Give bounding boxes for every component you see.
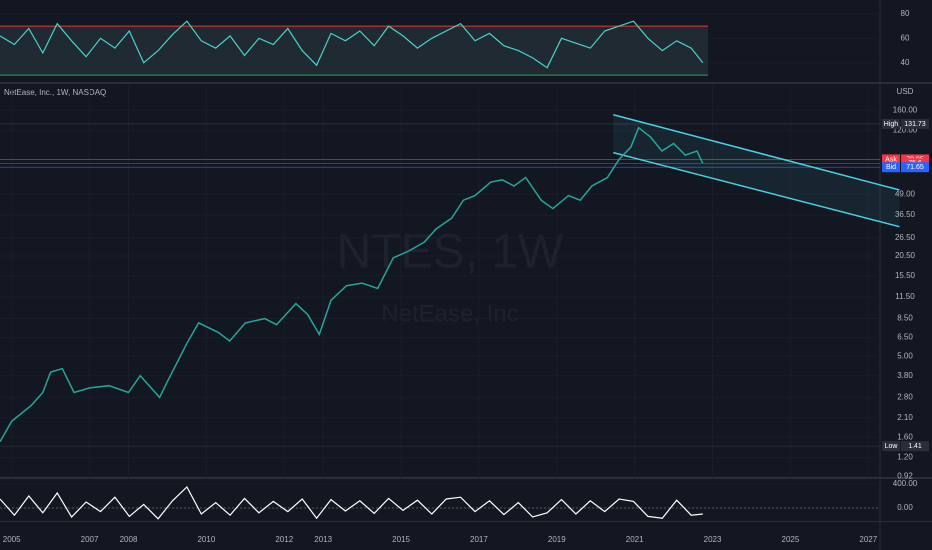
panel-divider [0, 82, 932, 84]
y-tick-label: 2.10 [897, 413, 913, 422]
x-tick-label: 2023 [704, 535, 722, 544]
x-tick-label: 2015 [392, 535, 410, 544]
y-tick-label: 80 [901, 9, 910, 18]
channel-lower [613, 151, 900, 228]
x-tick-label: 2021 [626, 535, 644, 544]
currency: USD [897, 87, 914, 96]
level-value: 131.73 [904, 121, 926, 128]
panel-divider [0, 521, 932, 522]
level-badge [901, 441, 929, 452]
series-line [0, 126, 704, 443]
y-tick-label: 160.00 [893, 105, 918, 114]
y-tick-label: 1.60 [897, 432, 913, 441]
series-line [0, 486, 703, 520]
y-tick-label: 0.00 [897, 503, 913, 512]
y-tick-label: 8.50 [897, 314, 913, 323]
level-tag [882, 162, 900, 173]
y-tick-label: 15.50 [895, 271, 916, 280]
rsi-band [0, 26, 708, 76]
y-tick-label: 11.50 [895, 292, 915, 301]
y-tick-label: 26.50 [895, 233, 916, 242]
x-tick-label: 2008 [120, 535, 138, 544]
level-value: 1.41 [908, 443, 922, 450]
level-name: Low [885, 443, 899, 450]
y-tick-label: 49.00 [895, 189, 916, 198]
y-tick-label: 1.20 [897, 453, 913, 462]
x-tick-label: 2013 [314, 535, 332, 544]
level-name: Bid [886, 164, 896, 171]
x-tick-label: 2005 [3, 535, 21, 544]
chart-title: NetEase, Inc., 1W, NASDAQ [4, 88, 106, 97]
channel-upper [613, 114, 900, 191]
y-tick-label: 5.00 [897, 351, 913, 360]
x-tick-label: 2025 [782, 535, 800, 544]
x-tick-label: 2027 [859, 535, 877, 544]
level-name: High [884, 121, 899, 128]
series-line [0, 20, 704, 69]
level-badge [901, 162, 929, 173]
watermark: NTES, 1W [337, 226, 564, 279]
x-tick-label: 2017 [470, 535, 488, 544]
y-tick-label: 40 [901, 58, 910, 67]
y-tick-label: 3.80 [897, 371, 913, 380]
y-tick-label: 36.50 [895, 210, 916, 219]
y-tick-label: 2.80 [897, 393, 913, 402]
channel-fill [613, 114, 900, 227]
watermark-sub: NetEase, Inc [381, 300, 518, 327]
level-value: 71.65 [906, 164, 924, 171]
y-tick-label: 20.50 [895, 251, 916, 260]
y-tick-label: 0.92 [897, 472, 913, 481]
x-tick-label: 2007 [81, 535, 99, 544]
level-tag [882, 441, 900, 452]
x-tick-label: 2019 [548, 535, 566, 544]
level-name: Ask [885, 156, 897, 163]
y-tick-label: 60 [901, 33, 910, 42]
x-tick-label: 2010 [197, 535, 215, 544]
x-tick-label: 2012 [275, 535, 293, 544]
panel-divider [0, 477, 932, 479]
level-tag [882, 154, 900, 165]
y-tick-label: 400.00 [893, 479, 918, 488]
level-badge [901, 118, 929, 129]
y-tick-label: 6.50 [897, 333, 913, 342]
y-tick-label: 120.00 [893, 126, 918, 135]
level-tag [882, 118, 900, 129]
